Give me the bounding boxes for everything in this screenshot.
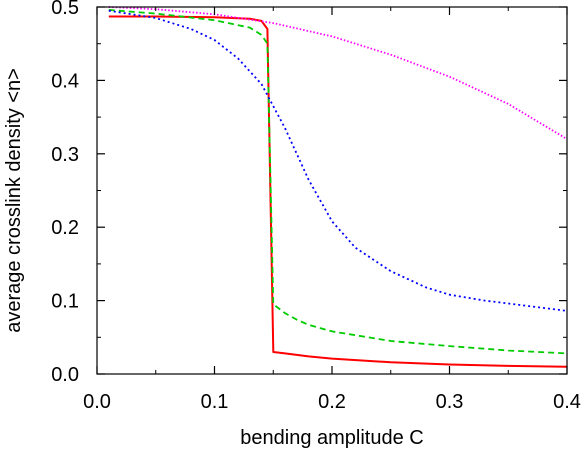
- x-tick-label: 0.4: [553, 391, 581, 413]
- y-tick-label: 0.3: [51, 144, 79, 166]
- x-tick-label: 0.3: [436, 391, 464, 413]
- x-tick-label: 0.0: [83, 391, 111, 413]
- plot-frame: [96, 6, 568, 375]
- x-tick-label: 0.2: [318, 391, 346, 413]
- y-axis-label: average crosslink density <n>: [3, 68, 25, 333]
- series-line-3: [108, 9, 568, 312]
- y-tick-label: 0.2: [51, 217, 79, 239]
- x-axis-label: bending amplitude C: [240, 427, 423, 449]
- series-line-2: [108, 9, 568, 355]
- y-tick-label: 0.5: [51, 0, 79, 19]
- ticks-layer: 0.0 0.1 0.2 0.3 0.4 0.0 0.1 0.2 0.3 0.4 0.5: [51, 0, 581, 413]
- series-layer: [108, 6, 568, 368]
- y-tick-label: 0.4: [51, 70, 79, 92]
- x-tick-label: 0.1: [201, 391, 229, 413]
- series-line-4: [108, 6, 568, 140]
- series-line-1: [108, 15, 568, 368]
- y-tick-label: 0.1: [51, 291, 79, 313]
- y-tick-label: 0.0: [51, 364, 79, 386]
